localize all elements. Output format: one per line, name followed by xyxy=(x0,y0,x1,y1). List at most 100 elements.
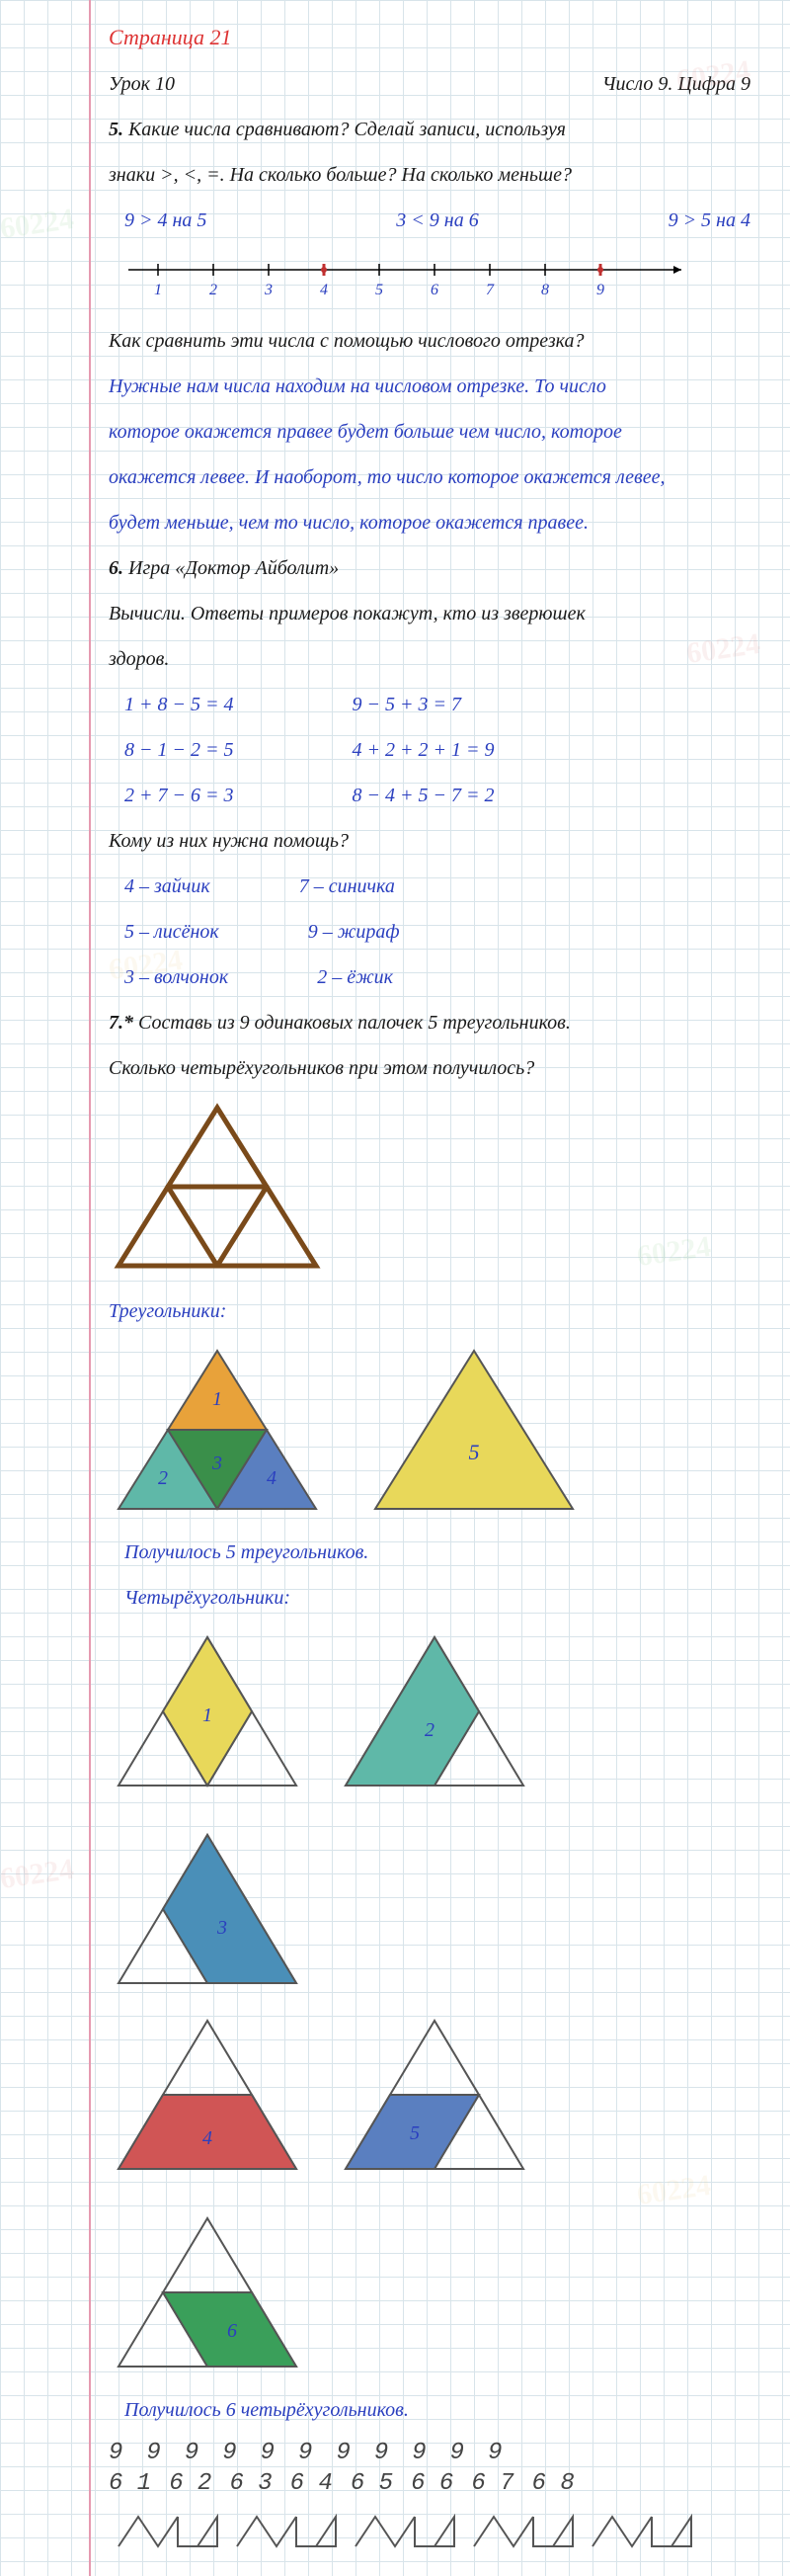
q5-expl2: которое окажется правее будет больше чем… xyxy=(109,416,750,448)
q6-animals: 4 – зайчик 7 – синичка 5 – лисёнок9 – жира… xyxy=(109,871,750,993)
svg-text:5: 5 xyxy=(410,2122,420,2144)
svg-text:2: 2 xyxy=(158,1467,168,1489)
digit: 9 xyxy=(261,2440,275,2466)
lesson-row: Урок 10 Число 9. Цифра 9 xyxy=(109,68,750,100)
q5-ans2: 3 < 9 на 6 xyxy=(396,205,478,236)
digit: 9 xyxy=(185,2440,198,2466)
calc-item: 8 − 4 + 5 − 7 = 2 xyxy=(353,780,495,811)
digit: 9 xyxy=(146,2440,160,2466)
number-line: 123456789 xyxy=(109,250,750,309)
bottom-row-1: 99999999999 xyxy=(109,2440,750,2466)
svg-text:2: 2 xyxy=(209,282,217,298)
q6-help: Кому из них нужна помощь? xyxy=(109,825,750,857)
q7-text2: Сколько четырёхугольников при этом получ… xyxy=(109,1052,750,1084)
quad-5: 5 xyxy=(336,2011,533,2179)
svg-text:1: 1 xyxy=(154,282,162,298)
digit: 9 xyxy=(109,2440,122,2466)
calc-item: 9 − 5 + 3 = 7 xyxy=(353,689,462,720)
page-title: Страница 21 xyxy=(109,20,750,54)
q5-ans3: 9 > 5 на 4 xyxy=(669,205,750,236)
svg-text:5: 5 xyxy=(375,282,383,298)
animal-item: 3 – волчонок xyxy=(124,961,228,993)
triangles-row: 1 2 3 4 5 xyxy=(109,1341,750,1519)
svg-text:4: 4 xyxy=(267,1467,276,1489)
q5-text2: знаки >, <, =. На сколько больше? На ско… xyxy=(109,159,750,191)
q5-expl3: окажется левее. И наоборот, то число кот… xyxy=(109,461,750,493)
label-triangles: Треугольники: xyxy=(109,1295,750,1327)
zigzag-pattern xyxy=(109,2507,750,2556)
digit: 9 xyxy=(298,2440,312,2466)
q5-ans1: 9 > 4 на 5 xyxy=(124,205,206,236)
margin-line xyxy=(89,0,91,2576)
q5-expl4: будет меньше, чем то число, которое окаж… xyxy=(109,507,750,539)
calc-row: 1 + 8 − 5 = 4 9 − 5 + 3 = 7 xyxy=(109,689,750,720)
q5-num: 5. xyxy=(109,119,123,140)
tri-result: Получилось 5 треугольников. xyxy=(109,1537,750,1568)
digit-pair: 6 1 xyxy=(109,2470,151,2497)
svg-text:4: 4 xyxy=(202,2127,212,2149)
triangle-5: 5 xyxy=(365,1341,583,1519)
digit-pair: 6 7 xyxy=(471,2470,514,2497)
svg-text:4: 4 xyxy=(320,282,328,298)
svg-text:3: 3 xyxy=(216,1917,227,1939)
q6-num: 6. xyxy=(109,557,123,579)
animal-item: 7 – синичка xyxy=(299,871,395,902)
q6-text1: Вычисли. Ответы примеров покажут, кто из… xyxy=(109,598,750,629)
calc-item: 2 + 7 − 6 = 3 xyxy=(124,780,234,811)
svg-text:2: 2 xyxy=(425,1719,434,1741)
animal-item: 4 – зайчик xyxy=(124,871,210,902)
bottom-row-2: 6 16 26 36 46 56 66 76 8 xyxy=(109,2470,750,2497)
digit-pair: 6 6 xyxy=(411,2470,453,2497)
quads-row-1: 1 2 3 xyxy=(109,1627,750,1993)
svg-text:6: 6 xyxy=(227,2320,237,2342)
triangle-group-1: 1 2 3 4 xyxy=(109,1341,326,1519)
svg-text:5: 5 xyxy=(469,1440,480,1464)
calc-row: 2 + 7 − 6 = 3 8 − 4 + 5 − 7 = 2 xyxy=(109,780,750,811)
q6-calculations: 1 + 8 − 5 = 4 9 − 5 + 3 = 7 8 − 1 − 2 = 54… xyxy=(109,689,750,811)
calc-item: 4 + 2 + 2 + 1 = 9 xyxy=(353,734,495,766)
q7-text1: Составь из 9 одинаковых палочек 5 треуго… xyxy=(138,1012,571,1034)
q5-expl1: Нужные нам числа находим на числовом отр… xyxy=(109,371,750,402)
watermark: 60224 xyxy=(0,203,76,246)
svg-text:9: 9 xyxy=(596,282,604,298)
q5-answers: 9 > 4 на 5 3 < 9 на 6 9 > 5 на 4 xyxy=(109,205,750,236)
digit: 9 xyxy=(374,2440,388,2466)
svg-text:8: 8 xyxy=(541,282,549,298)
svg-text:3: 3 xyxy=(264,282,273,298)
digit: 9 xyxy=(488,2440,502,2466)
q6-text2: здоров. xyxy=(109,643,750,675)
q7-num: 7.* xyxy=(109,1012,133,1034)
digit-pair: 6 2 xyxy=(169,2470,211,2497)
quad-1: 1 xyxy=(109,1627,306,1795)
animal-row: 5 – лисёнок9 – жираф xyxy=(109,916,750,948)
digit: 9 xyxy=(412,2440,426,2466)
svg-text:7: 7 xyxy=(486,282,495,298)
digit: 9 xyxy=(222,2440,236,2466)
svg-text:3: 3 xyxy=(211,1453,222,1474)
calc-row: 8 − 1 − 2 = 54 + 2 + 2 + 1 = 9 xyxy=(109,734,750,766)
lesson-label: Урок 10 xyxy=(109,68,175,100)
notebook-page: 60224 60224 60224 60224 60224 60224 6022… xyxy=(0,0,790,2576)
digit-pair: 6 4 xyxy=(290,2470,333,2497)
quads-row-2: 4 5 6 xyxy=(109,2011,750,2376)
animal-item: 2 – ёжик xyxy=(317,961,393,993)
quad-3: 3 xyxy=(109,1825,306,1993)
label-quads: Четырёхугольники: xyxy=(109,1582,750,1614)
quad-2: 2 xyxy=(336,1627,533,1795)
q5-text1: Какие числа сравнивают? Сделай записи, и… xyxy=(128,119,566,140)
animal-item: 9 – жираф xyxy=(308,916,400,948)
digit-pair: 6 3 xyxy=(229,2470,272,2497)
q6-title: Игра «Доктор Айболит» xyxy=(128,557,339,579)
quad-6: 6 xyxy=(109,2208,306,2376)
stick-triangle xyxy=(109,1098,750,1276)
q5-line1: 5. Какие числа сравнивают? Сделай записи… xyxy=(109,114,750,145)
watermark: 60224 xyxy=(0,1853,76,1896)
digit: 9 xyxy=(450,2440,464,2466)
digit-pair: 6 5 xyxy=(351,2470,393,2497)
digit: 9 xyxy=(336,2440,350,2466)
calc-item: 1 + 8 − 5 = 4 xyxy=(124,689,234,720)
q6-head: 6. Игра «Доктор Айболит» xyxy=(109,552,750,584)
svg-text:1: 1 xyxy=(212,1388,222,1410)
q5-below: Как сравнить эти числа с помощью числово… xyxy=(109,325,750,357)
animal-row: 4 – зайчик 7 – синичка xyxy=(109,871,750,902)
